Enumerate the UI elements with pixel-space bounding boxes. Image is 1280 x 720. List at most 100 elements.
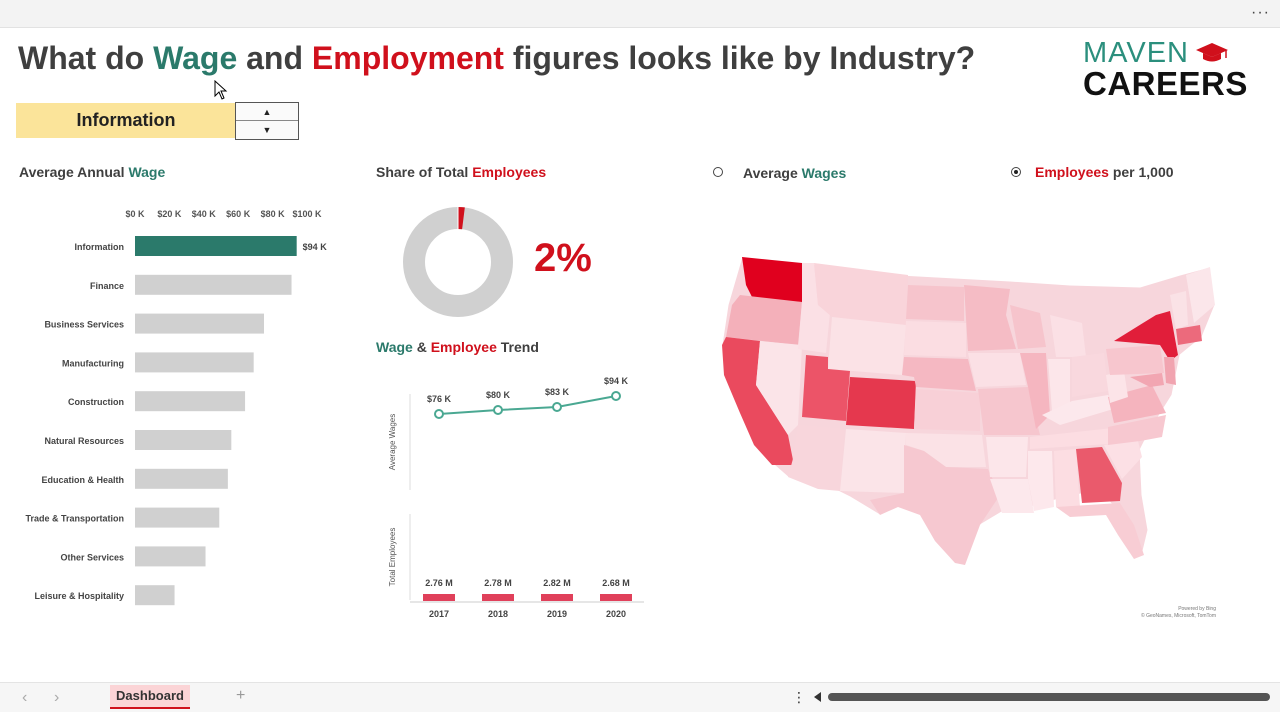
state-idaho <box>798 263 830 353</box>
state-wyoming <box>828 317 906 375</box>
add-sheet-icon[interactable]: + <box>236 687 246 704</box>
state-kansas <box>914 389 980 431</box>
state-west-virginia <box>1106 371 1128 403</box>
employee-axis-title: Total Employees <box>388 528 397 587</box>
title-part2: and <box>237 40 312 76</box>
category-label: Information <box>75 242 125 252</box>
wage-bar <box>135 585 175 606</box>
sheet-tab-bar: ‹ › Dashboard + ⋮ <box>0 682 1280 712</box>
state-nevada <box>756 341 802 435</box>
employee-bar <box>482 594 514 601</box>
employee-bar-label: 2.82 M <box>543 578 571 588</box>
prev-sheet-icon[interactable]: ‹ <box>22 689 28 706</box>
employee-bar-label: 2.76 M <box>425 578 453 588</box>
year-tick-label: 2020 <box>606 609 626 619</box>
state-michigan <box>1050 315 1086 357</box>
wage-trend-line <box>438 395 617 415</box>
wage-point-label: $83 K <box>545 387 570 397</box>
wage-title-highlight: Wage <box>128 164 166 180</box>
employee-bar <box>423 594 455 601</box>
sheet-menu-icon[interactable]: ⋮ <box>792 689 806 705</box>
share-section-title: Share of Total Employees <box>376 164 546 180</box>
option2-suffix: per 1,000 <box>1108 164 1174 180</box>
map-credit: Powered by Bing © GeoNames, Microsoft, T… <box>1110 606 1216 620</box>
state-iowa <box>968 353 1026 387</box>
category-label: Other Services <box>60 552 124 562</box>
wage-bar <box>135 468 228 489</box>
logo-line1: MAVEN <box>1083 37 1189 69</box>
next-sheet-icon[interactable]: › <box>54 689 60 706</box>
category-label: Trade & Transportation <box>25 514 124 524</box>
industry-spinner[interactable]: ▲ ▼ <box>235 102 299 140</box>
category-label: Education & Health <box>41 475 124 485</box>
x-tick-label: $80 K <box>261 209 286 219</box>
wage-point-label: $80 K <box>486 390 511 400</box>
more-options-icon[interactable]: ··· <box>1251 4 1270 21</box>
spinner-up-button[interactable]: ▲ <box>236 103 298 121</box>
wage-point-label: $76 K <box>427 394 452 404</box>
wage-bar <box>135 236 297 256</box>
wage-bar <box>135 313 264 334</box>
category-label: Natural Resources <box>44 436 124 446</box>
average-wages-option[interactable]: Average Wages <box>743 165 846 181</box>
state-ohio <box>1072 353 1108 397</box>
state-north-dakota <box>906 285 964 321</box>
category-label: Business Services <box>44 320 124 330</box>
year-tick-label: 2019 <box>547 609 567 619</box>
bar-value-label: $94 K <box>303 242 328 252</box>
wage-section-title: Average Annual Wage <box>19 164 165 180</box>
state-utah <box>802 355 850 421</box>
state-arkansas <box>986 437 1028 477</box>
wage-bar <box>135 507 220 528</box>
category-label: Finance <box>90 281 124 291</box>
state-wisconsin <box>1010 305 1046 349</box>
spinner-down-button[interactable]: ▼ <box>262 125 272 135</box>
wage-axis-title: Average Wages <box>388 414 397 470</box>
state-south-carolina <box>1104 441 1142 479</box>
horizontal-scrollbar[interactable] <box>828 693 1270 701</box>
title-part1: What do <box>18 40 154 76</box>
map-credit-line2: © GeoNames, Microsoft, TomTom <box>1141 613 1216 619</box>
state-new-york <box>1114 311 1178 361</box>
state-maryland <box>1130 373 1164 387</box>
wage-bar <box>135 274 292 295</box>
category-label: Construction <box>68 397 124 407</box>
state-georgia <box>1076 447 1122 503</box>
wage-point-label: $94 K <box>604 376 629 386</box>
state-california <box>722 337 794 465</box>
industry-selector[interactable]: Information <box>16 103 236 138</box>
trend-title-suffix: Trend <box>496 339 539 355</box>
state-vermont-nh <box>1170 291 1188 329</box>
state-maine <box>1186 267 1215 323</box>
state-north-carolina <box>1108 415 1166 445</box>
wage-title-prefix: Average Annual <box>19 164 129 180</box>
category-label: Manufacturing <box>62 358 124 368</box>
state-indiana <box>1048 359 1070 411</box>
employee-bar <box>600 594 632 601</box>
year-tick-label: 2018 <box>488 609 508 619</box>
trend-title-wage: Wage <box>376 339 413 355</box>
employees-per-1000-option[interactable]: Employees per 1,000 <box>1035 164 1174 180</box>
state-new-jersey <box>1164 357 1176 385</box>
trend-section-title: Wage & Employee Trend <box>376 339 539 355</box>
state-mississippi <box>1028 451 1054 511</box>
employee-share-percent: 2% <box>534 236 592 280</box>
state-minnesota <box>964 285 1016 351</box>
employees-per-1000-radio[interactable] <box>1011 167 1021 177</box>
trend-title-amp: & <box>412 339 431 355</box>
scroll-left-icon[interactable] <box>814 692 821 702</box>
option1-highlight: Wages <box>801 165 847 181</box>
dashboard-title: What do Wage and Employment figures look… <box>18 40 975 77</box>
average-wages-radio[interactable] <box>713 167 723 177</box>
trend-title-employee: Employee <box>430 339 497 355</box>
sheet-tab-dashboard[interactable]: Dashboard <box>110 685 190 709</box>
top-toolbar: ··· <box>0 0 1280 28</box>
average-wage-bar-chart: $0 K $20 K $40 K $60 K $80 K $100 K Informatio… <box>25 209 328 606</box>
state-washington <box>742 257 802 302</box>
employee-bar-label: 2.68 M <box>602 578 630 588</box>
state-massachusetts <box>1176 325 1202 345</box>
state-nebraska <box>902 357 976 391</box>
x-tick-label: $20 K <box>157 209 182 219</box>
state-oregon <box>726 295 802 345</box>
wage-bar <box>135 430 232 450</box>
